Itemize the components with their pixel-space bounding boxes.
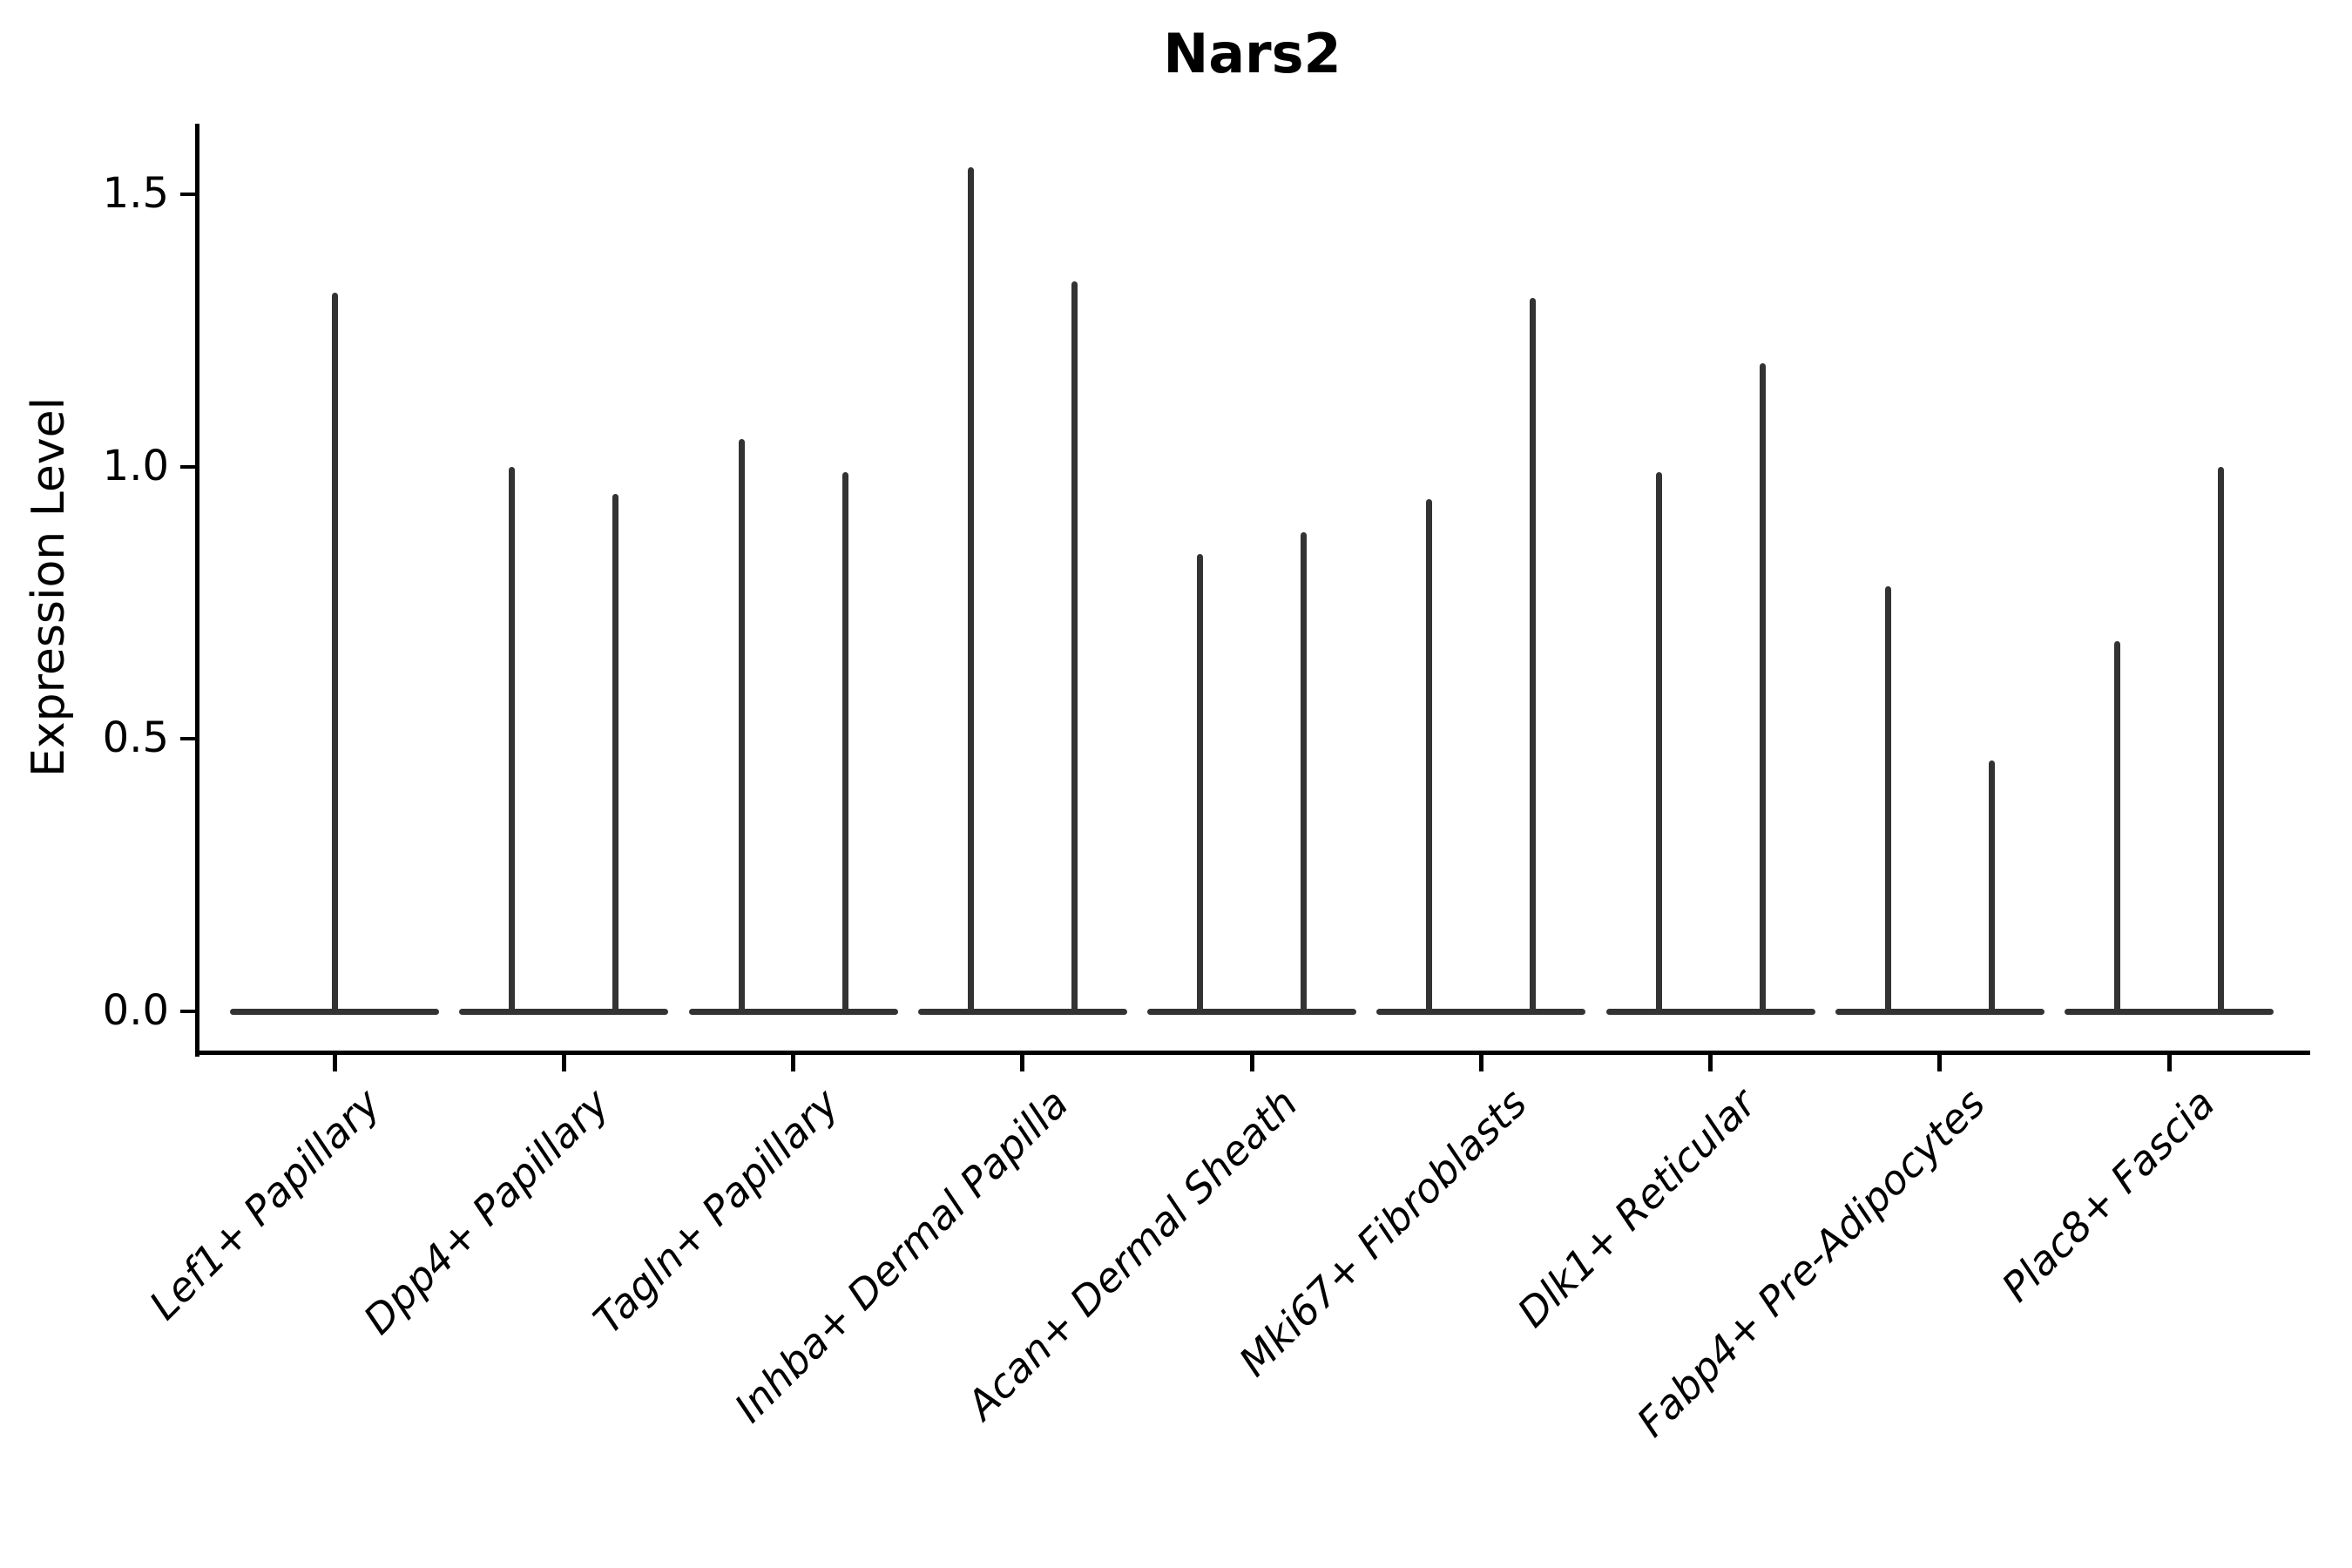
y-tick-mark	[180, 464, 198, 469]
violin-spike	[967, 166, 974, 1014]
x-tick-mark	[791, 1052, 795, 1071]
violin-spike	[1988, 760, 1995, 1014]
violin-spike	[1530, 297, 1537, 1014]
x-tick-label: Plac8+ Fascia	[1992, 1079, 2224, 1311]
violin-baseline	[1376, 1008, 1586, 1015]
x-tick-mark	[1708, 1052, 1713, 1071]
violin-spike	[1884, 586, 1891, 1014]
violin-spike	[612, 493, 619, 1014]
violin-spike	[2218, 466, 2224, 1014]
violin-baseline	[917, 1008, 1127, 1015]
violin-spike	[1301, 531, 1307, 1014]
violin-baseline	[1835, 1008, 2044, 1015]
y-axis-spine	[195, 124, 199, 1057]
violin-spike	[1197, 553, 1203, 1014]
x-tick-label: Dlk1+ Reticular	[1508, 1079, 1765, 1336]
x-tick-mark	[1249, 1052, 1254, 1071]
x-tick-label: Dpp4+ Papillary	[355, 1079, 618, 1343]
y-tick-mark	[180, 737, 198, 741]
violin-spike	[331, 292, 338, 1014]
x-tick-label: Tagln+ Papillary	[584, 1079, 848, 1343]
violin-spike	[1426, 499, 1433, 1014]
x-tick-mark	[1478, 1052, 1484, 1071]
x-tick-label: Lef1+ Papillary	[139, 1079, 389, 1329]
violin-baseline	[459, 1008, 669, 1015]
violin-spike	[2114, 640, 2120, 1014]
x-tick-mark	[2166, 1052, 2172, 1071]
violin-baseline	[1605, 1008, 1815, 1015]
x-tick-mark	[561, 1052, 566, 1071]
violin-spike	[738, 439, 745, 1014]
violin-spike	[1655, 471, 1662, 1014]
violin-spike	[841, 471, 848, 1014]
violin-spike	[1071, 281, 1078, 1014]
y-tick-mark	[180, 193, 198, 197]
x-tick-mark	[1020, 1052, 1025, 1071]
x-tick-mark	[1937, 1052, 1943, 1071]
violin-baseline	[688, 1008, 898, 1015]
y-tick-label: 1.5	[102, 169, 169, 219]
violin-spike	[509, 466, 516, 1014]
x-tick-mark	[332, 1052, 337, 1071]
violin-spike	[1759, 362, 1766, 1014]
violin-baseline	[2065, 1008, 2274, 1015]
y-tick-label: 1.0	[102, 441, 169, 490]
y-tick-mark	[180, 1010, 198, 1013]
y-tick-label: 0.5	[102, 713, 169, 763]
plot-title: Nars2	[1163, 22, 1342, 85]
y-tick-label: 0.0	[102, 986, 169, 1035]
y-axis-label: Expression Level	[23, 396, 75, 778]
violin-baseline	[1147, 1008, 1356, 1015]
